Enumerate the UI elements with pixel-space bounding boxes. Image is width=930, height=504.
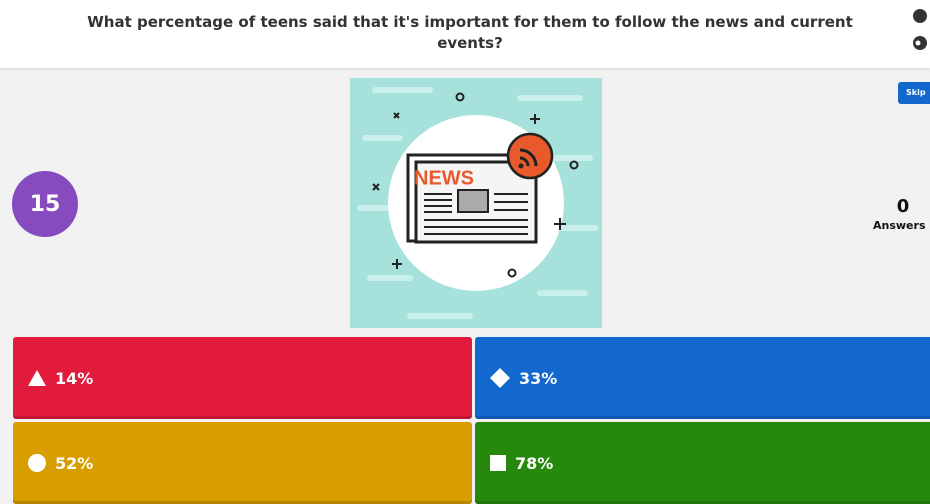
square-icon — [490, 455, 506, 471]
answer-option[interactable]: 52% — [13, 422, 472, 504]
question: What percentage of teens said that it's … — [87, 13, 853, 52]
answer-option[interactable]: 78% — [475, 422, 930, 504]
timer: 15 — [12, 171, 78, 237]
header-icons — [913, 9, 927, 50]
option-label: 78% — [515, 453, 554, 473]
triangle-icon — [28, 370, 46, 386]
question-image: NEWS — [350, 78, 602, 328]
option-label: 14% — [55, 368, 94, 388]
option-label: 33% — [519, 368, 558, 388]
header — [0, 0, 930, 68]
answer-count: 0 — [896, 196, 910, 217]
diamond-icon — [490, 368, 510, 388]
circle-icon — [28, 454, 46, 472]
option-label: 52% — [55, 453, 94, 473]
answer-option[interactable]: 33% — [475, 337, 930, 419]
skip-button[interactable]: Skip — [898, 82, 930, 104]
answer-option[interactable]: 14% — [13, 337, 472, 419]
answer-count-label: Answers — [873, 219, 926, 232]
image-text: NEWS — [414, 167, 474, 189]
